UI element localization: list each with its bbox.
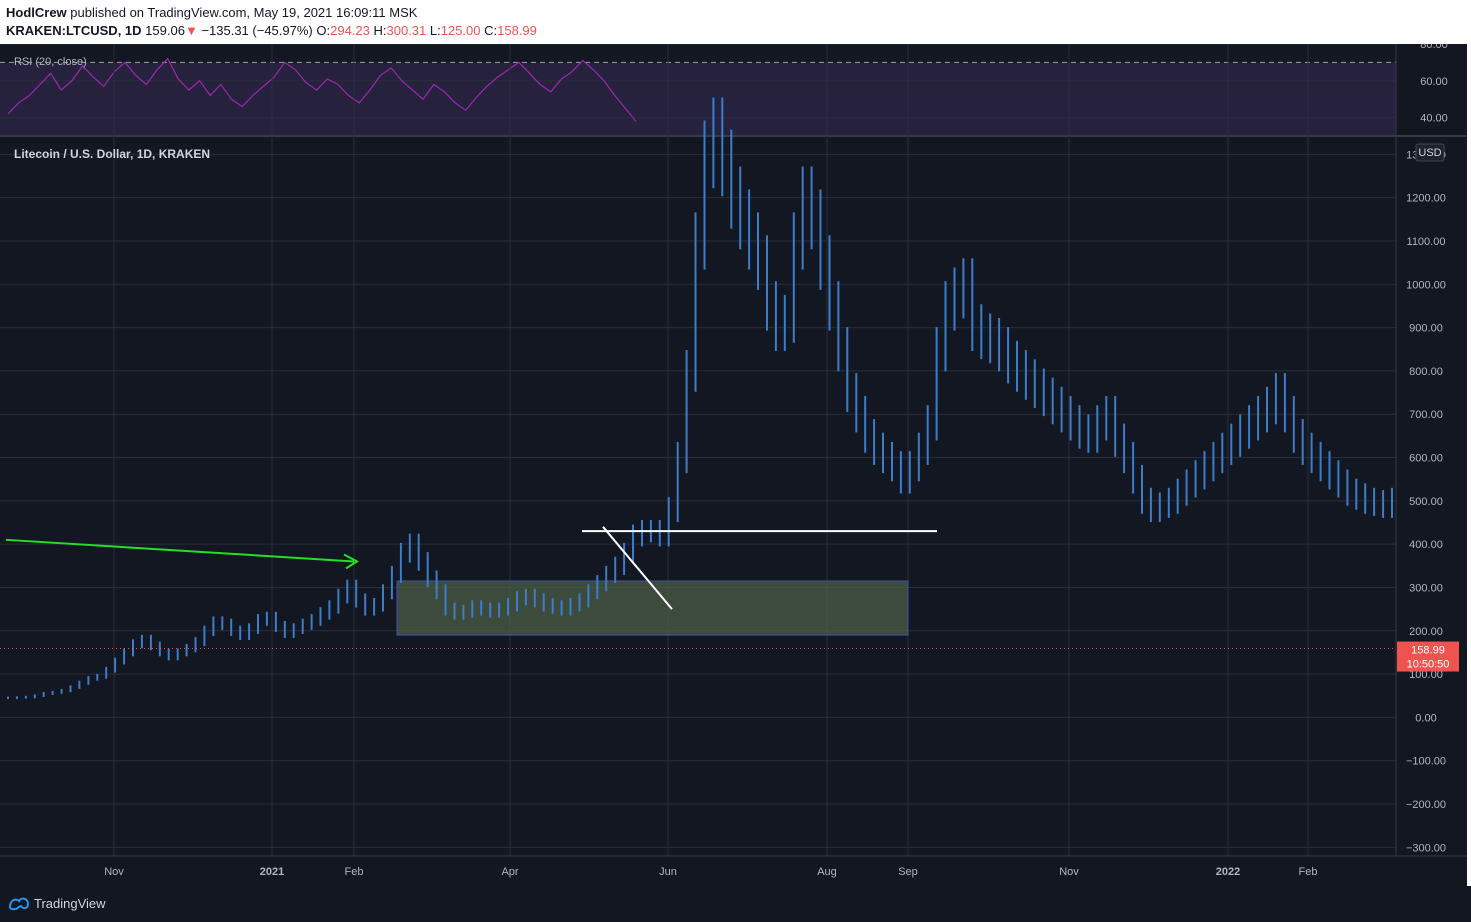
rsi-ytick-0: 80.00	[1420, 44, 1448, 51]
main-ytick-7: 600.00	[1409, 453, 1443, 465]
footer: TradingView	[0, 886, 1471, 922]
main-ytick-14: −100.00	[1406, 756, 1446, 768]
xtick-9: Feb	[1299, 866, 1318, 878]
main-ytick-4: 900.00	[1409, 323, 1443, 335]
rsi-line	[7, 57, 637, 122]
main-ytick-2: 1100.00	[1407, 236, 1446, 248]
main-ytick-9: 400.00	[1409, 539, 1443, 551]
xtick-2: Feb	[345, 866, 364, 878]
xtick-0: Nov	[104, 866, 124, 878]
footer-brand[interactable]: TradingView	[34, 896, 106, 911]
main-ytick-1: 1200.00	[1406, 193, 1446, 205]
main-ytick-5: 800.00	[1409, 366, 1443, 378]
main-ytick-8: 500.00	[1409, 496, 1443, 508]
xtick-8: 2022	[1216, 866, 1240, 878]
price-change: −135.31 (−45.97%)	[201, 23, 313, 38]
publication-header: HodlCrew published on TradingView.com, M…	[0, 0, 1471, 44]
right-edge	[1467, 44, 1471, 886]
last-price-value: 158.99	[1411, 645, 1445, 657]
low-value: 125.00	[440, 23, 481, 38]
chart-background	[0, 44, 1467, 886]
main-ytick-16: −300.00	[1406, 842, 1446, 854]
rsi-ytick-2: 40.00	[1420, 113, 1448, 125]
decline-trendline	[602, 526, 673, 610]
currency-badge	[1415, 143, 1445, 162]
xtick-5: Aug	[817, 866, 837, 878]
published-text: published on TradingView.com, May 19, 20…	[70, 5, 418, 20]
green-arrow-line	[5, 538, 355, 563]
main-title: Litecoin / U.S. Dollar, 1D, KRAKEN	[14, 147, 210, 161]
xtick-1: 2021	[260, 866, 284, 878]
main-ytick-10: 300.00	[1409, 582, 1443, 594]
rsi-title: RSI (20, close)	[14, 56, 87, 68]
ohlc-line: KRAKEN:LTCUSD, 1D 159.06▼ −135.31 (−45.9…	[6, 23, 537, 38]
xtick-7: Nov	[1059, 866, 1079, 878]
high-value: 300.31	[386, 23, 427, 38]
high-label: H:	[373, 23, 387, 38]
main-ytick-13: 0.00	[1415, 712, 1436, 724]
consolidation-box	[396, 580, 909, 636]
tradingview-logo-icon	[8, 897, 30, 911]
open-value: 294.23	[330, 23, 370, 38]
low-label: L:	[429, 23, 441, 38]
xtick-3: Apr	[501, 866, 518, 878]
last-price: 159.06	[145, 23, 185, 38]
author-name[interactable]: HodlCrew	[6, 5, 67, 20]
green-arrow-head	[343, 553, 359, 570]
main-ytick-12: 100.00	[1409, 669, 1443, 681]
publication-line: HodlCrew published on TradingView.com, M…	[6, 5, 417, 20]
close-value: 158.99	[497, 23, 537, 38]
currency-label: USD	[1418, 147, 1441, 159]
main-ytick-15: −200.00	[1406, 799, 1446, 811]
last-price-time: 10:50:50	[1407, 659, 1450, 671]
close-label: C:	[484, 23, 498, 38]
down-arrow-icon: ▼	[184, 23, 198, 38]
rsi-band-fill	[0, 62, 1396, 136]
symbol-label: KRAKEN:LTCUSD, 1D	[6, 23, 142, 38]
xtick-4: Jun	[659, 866, 677, 878]
main-ytick-3: 1000.00	[1406, 279, 1446, 291]
main-ytick-6: 700.00	[1409, 409, 1443, 421]
rsi-ytick-1: 60.00	[1420, 76, 1448, 88]
open-label: O:	[316, 23, 331, 38]
last-price-badge	[1397, 641, 1459, 672]
main-ytick-11: 200.00	[1409, 626, 1443, 638]
xtick-6: Sep	[898, 866, 918, 878]
